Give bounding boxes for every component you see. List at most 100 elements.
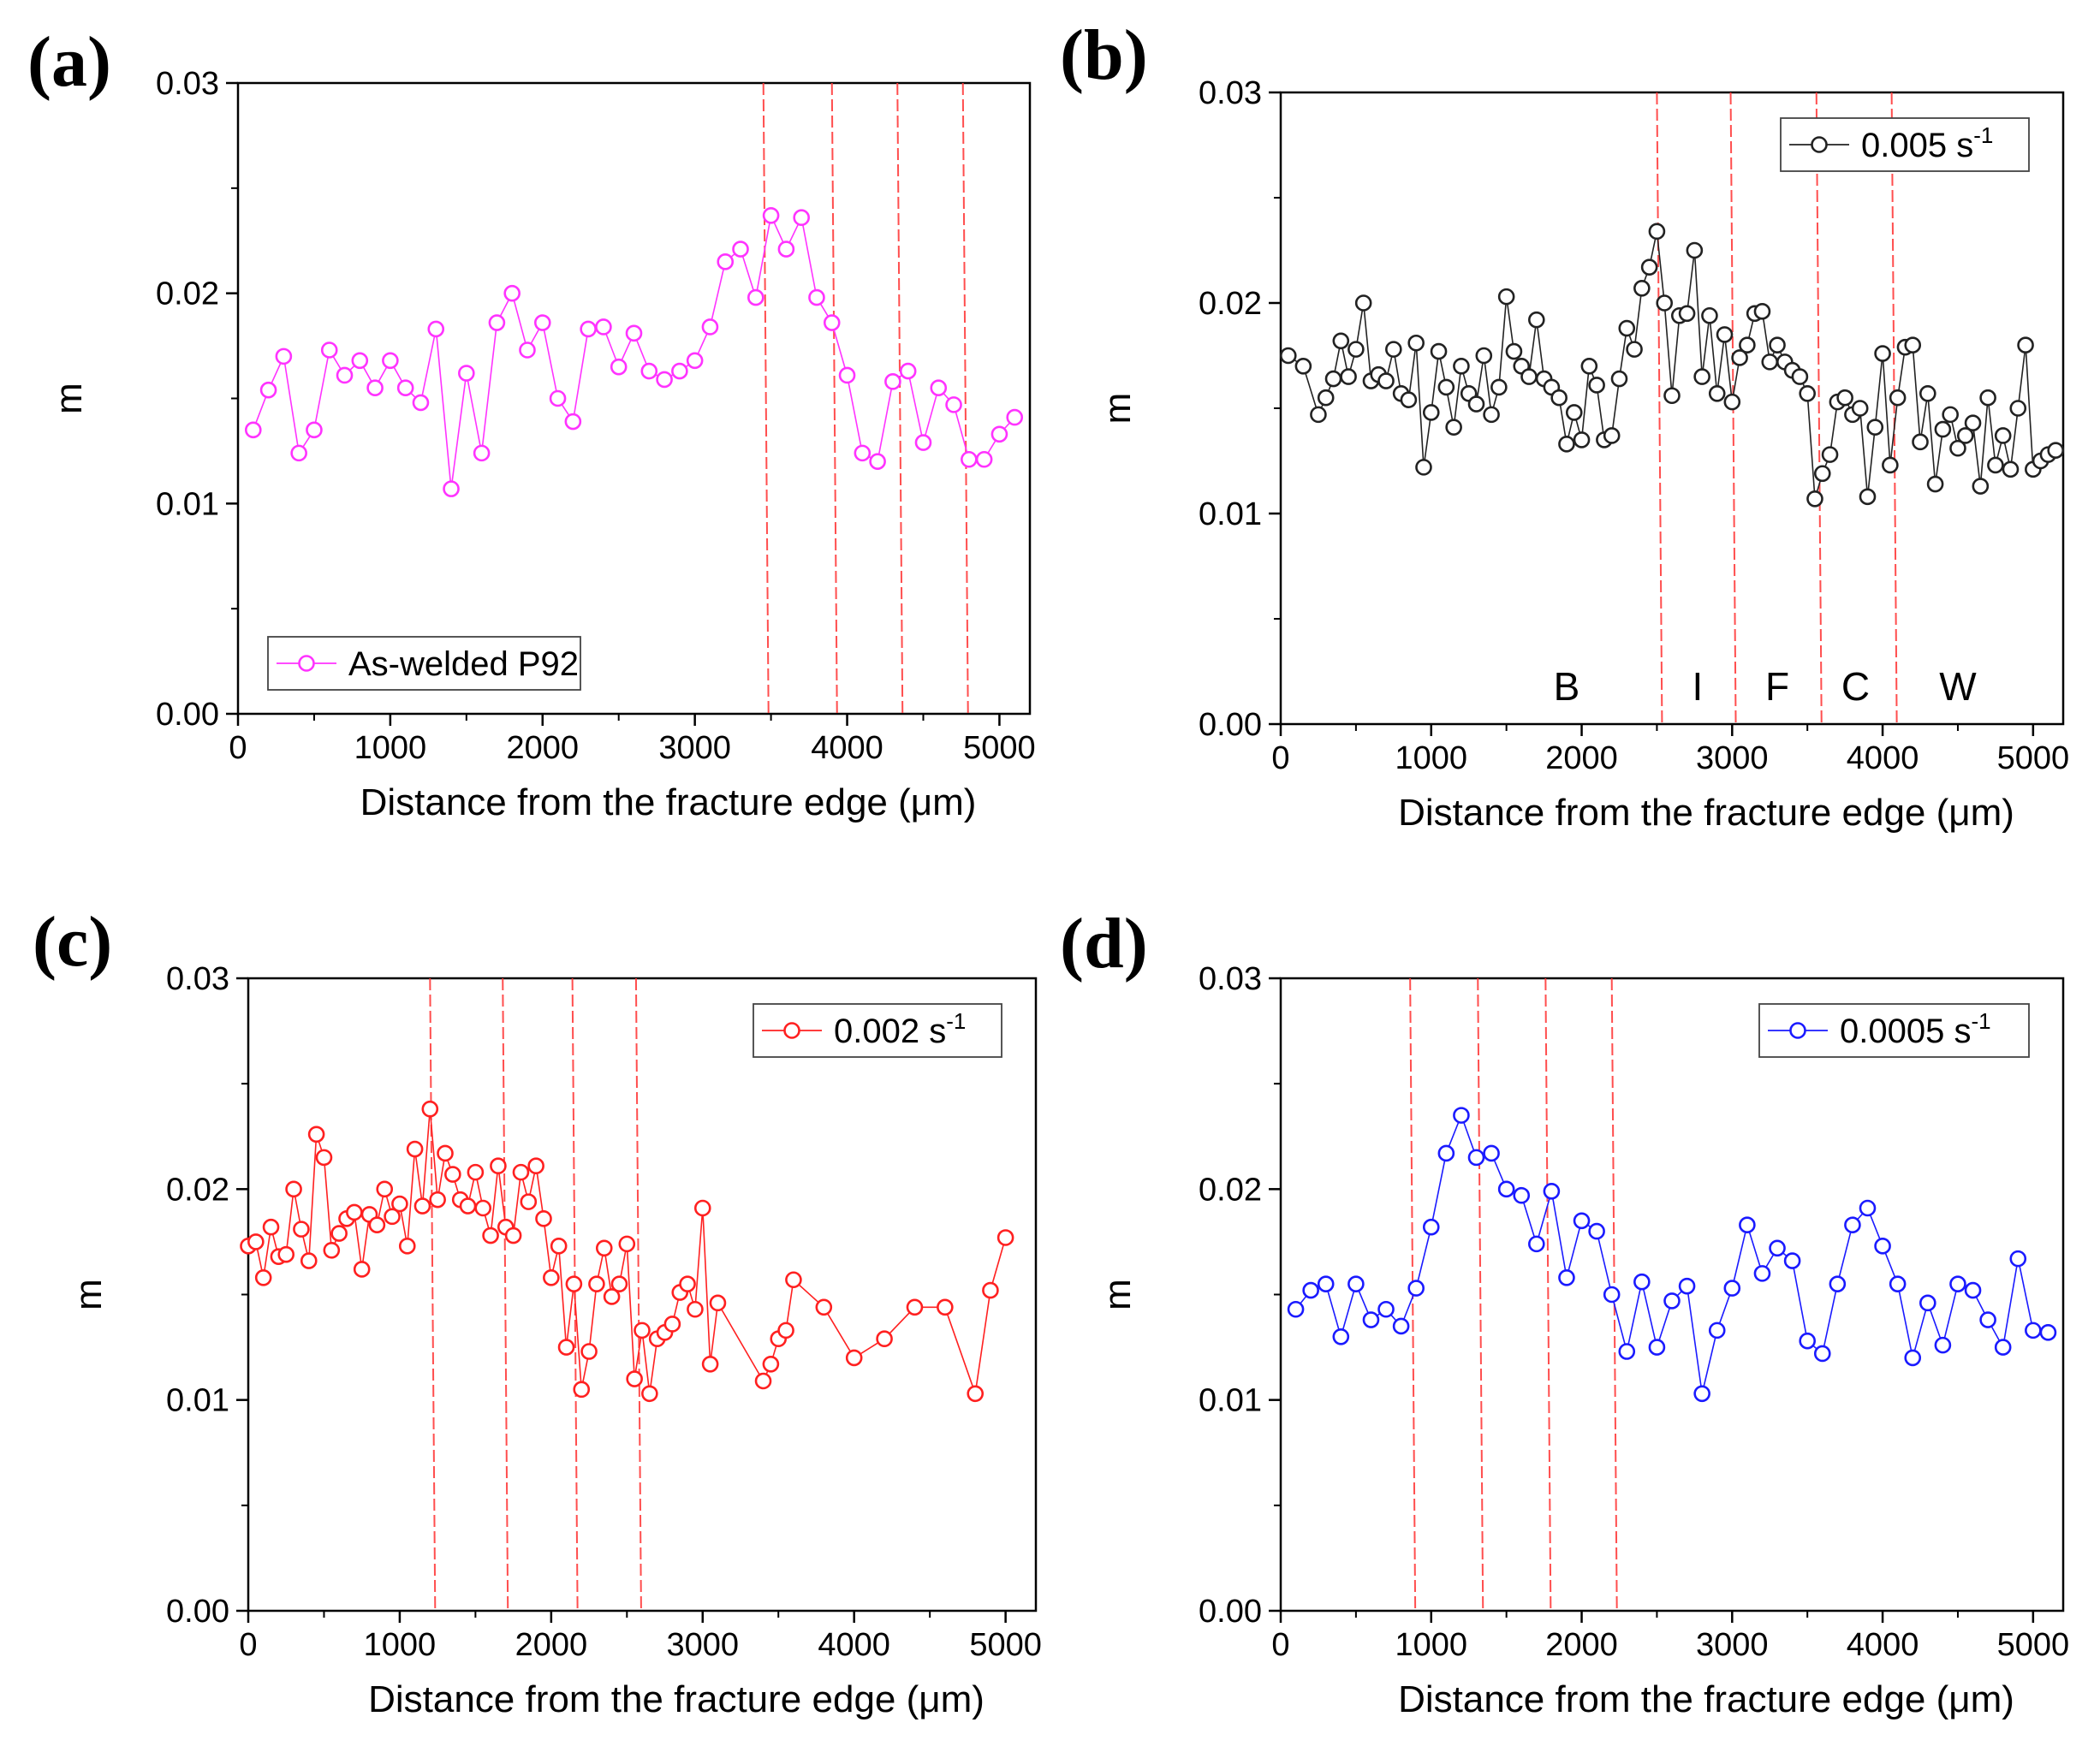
data-point [444, 1166, 461, 1183]
data-point [640, 362, 658, 380]
data-point [1422, 1218, 1440, 1236]
y-tick-label: 0.02 [1199, 286, 1262, 322]
region-label: C [1841, 664, 1870, 709]
data-point [1483, 1144, 1500, 1162]
data-point [823, 314, 841, 331]
data-point [732, 241, 749, 258]
panel-d: (d) 0.00 0.01 0.02 0.03 0 1000 2000 3000 4000 5000… [1060, 904, 2069, 1720]
data-point [1739, 1216, 1756, 1234]
zone-boundary-line [1544, 977, 1552, 1612]
data-point [503, 284, 521, 302]
data-point [982, 1281, 999, 1299]
data-point [1490, 378, 1508, 396]
data-point [686, 352, 704, 370]
data-point [1821, 446, 1839, 463]
data-point [603, 1288, 621, 1305]
data-point [2039, 1324, 2057, 1341]
data-point [1964, 1281, 1982, 1299]
data-point [443, 480, 460, 497]
data-point [595, 318, 612, 336]
x-tick-label: 0 [1271, 1627, 1289, 1663]
data-point [785, 1271, 802, 1289]
data-point [1317, 1275, 1335, 1292]
data-point [549, 389, 567, 407]
data-point [884, 373, 901, 390]
data-point [1528, 311, 1545, 329]
data-point [2025, 1322, 2042, 1339]
data-point [459, 1197, 477, 1215]
data-point [1302, 1281, 1319, 1299]
data-point [1618, 319, 1636, 337]
data-point [588, 1275, 605, 1292]
data-point [1347, 1275, 1365, 1292]
data-point [527, 1157, 544, 1175]
data-point [1882, 456, 1899, 474]
data-point [1377, 1300, 1395, 1318]
data-point [961, 450, 978, 468]
data-point [1889, 1275, 1907, 1292]
x-tick-label: 2000 [1545, 1627, 1618, 1663]
data-point [1874, 345, 1891, 362]
legend-label-main: 0.002 s [834, 1013, 946, 1050]
data-point [398, 1238, 416, 1255]
data-point [701, 1355, 719, 1373]
zone-boundary-line [429, 977, 437, 1612]
region-label: W [1939, 664, 1977, 709]
data-point [1377, 372, 1395, 389]
data-point [1701, 306, 1718, 324]
y-tick-label: 0.03 [166, 961, 229, 997]
legend-label: 0.002 s-1 [834, 1008, 966, 1050]
y-tick-label: 0.01 [1199, 1383, 1262, 1419]
data-point [320, 342, 338, 359]
legend-marker [298, 655, 315, 672]
plot-frame [236, 81, 1032, 716]
data-point [1912, 433, 1929, 451]
data-point [663, 1316, 681, 1333]
data-point [391, 1195, 408, 1213]
data-point [1324, 370, 1342, 388]
legend: 0.005 s-1 [1780, 117, 2030, 172]
data-point [1851, 400, 1869, 417]
data-point [2002, 460, 2020, 478]
y-axis-label: m [1097, 1279, 1139, 1310]
zone-boundary-line [1815, 92, 1823, 725]
data-point [244, 421, 262, 439]
data-point [1972, 478, 1990, 495]
data-point [1769, 1239, 1786, 1257]
data-point [1708, 384, 1726, 402]
legend: 0.002 s-1 [753, 1003, 1002, 1058]
panel-letter: (b) [1060, 15, 1148, 95]
data-point [1799, 1332, 1816, 1350]
data-point [1407, 1280, 1425, 1297]
region-label: B [1554, 664, 1580, 709]
data-point [1618, 1343, 1636, 1360]
data-point [1753, 1265, 1771, 1282]
data-point [1558, 1268, 1575, 1286]
data-point [1889, 389, 1907, 407]
data-point [1430, 342, 1448, 360]
data-point [838, 366, 856, 384]
data-point [1332, 332, 1350, 350]
x-tick-label: 1000 [354, 730, 427, 766]
x-tick-label: 5000 [969, 1627, 1042, 1663]
data-point [293, 1221, 310, 1238]
data-point [1640, 258, 1658, 276]
data-point [854, 444, 872, 462]
data-point [1979, 1311, 1996, 1328]
data-point [808, 288, 825, 306]
data-point [1475, 347, 1493, 365]
data-point [1648, 1339, 1666, 1356]
data-point [1294, 357, 1312, 375]
legend-label-superscript: -1 [1971, 1008, 1990, 1034]
y-tick-label: 0.01 [1199, 496, 1262, 532]
data-point [1987, 456, 2004, 474]
data-point [336, 366, 354, 384]
data-point [1813, 1345, 1831, 1363]
data-point [275, 347, 293, 365]
data-point [488, 314, 506, 331]
data-point [368, 1216, 386, 1234]
data-point [876, 1330, 893, 1348]
data-point [1565, 404, 1583, 421]
legend-marker [1789, 1022, 1806, 1039]
